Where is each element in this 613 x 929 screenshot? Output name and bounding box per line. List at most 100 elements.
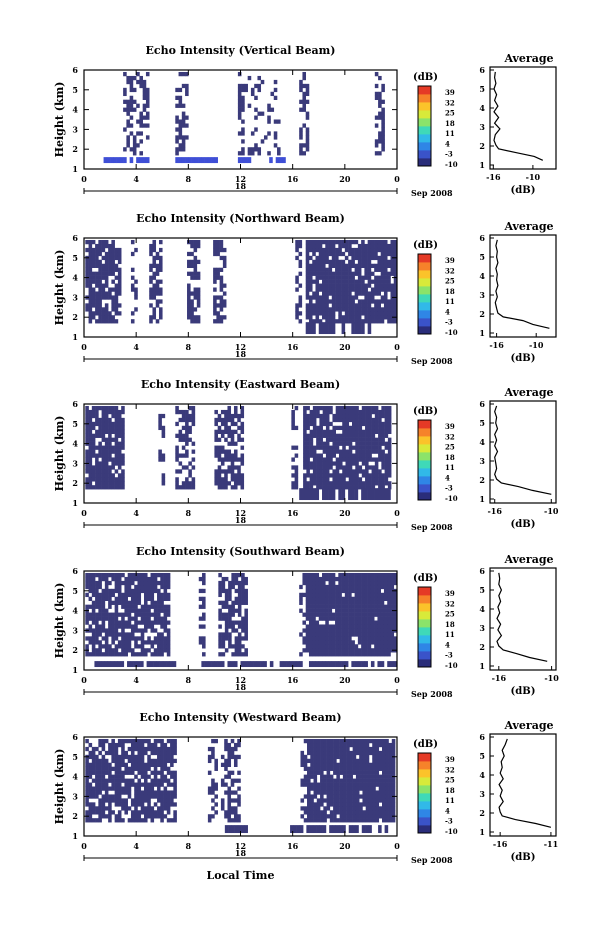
echo-cell xyxy=(108,319,112,324)
echo-cell xyxy=(315,604,320,609)
echo-cell xyxy=(380,283,385,288)
echo-cell xyxy=(130,652,135,657)
echo-cell xyxy=(364,604,368,609)
echo-cell xyxy=(303,409,307,415)
echo-cell xyxy=(166,754,171,760)
echo-cell xyxy=(108,259,112,265)
echo-cell xyxy=(91,251,96,257)
echo-cell xyxy=(357,303,362,308)
echo-cell xyxy=(375,798,380,803)
echo-cell xyxy=(384,417,389,423)
echo-cell xyxy=(108,417,112,423)
echo-cell xyxy=(121,742,125,748)
echo-cell xyxy=(218,632,222,637)
profile-y-tick-label: 1 xyxy=(479,827,485,837)
echo-cell xyxy=(387,608,391,613)
echo-cell xyxy=(233,481,238,486)
echo-cell xyxy=(291,409,295,415)
echo-cell xyxy=(108,810,112,815)
echo-cell xyxy=(307,810,311,815)
echo-cell xyxy=(237,644,242,649)
echo-cell xyxy=(111,750,115,756)
echo-cell xyxy=(166,584,171,590)
echo-cell xyxy=(152,307,157,312)
echo-cell xyxy=(354,291,359,296)
echo-cell xyxy=(352,477,356,482)
echo-cell xyxy=(328,604,333,609)
echo-cell xyxy=(91,259,96,265)
echo-cell xyxy=(346,770,350,775)
echo-cell xyxy=(377,576,381,582)
echo-cell xyxy=(313,738,318,744)
echo-cell xyxy=(312,417,317,423)
echo-cell xyxy=(191,417,196,423)
echo-cell xyxy=(322,640,326,645)
echo-cell xyxy=(140,794,145,799)
echo-cell xyxy=(361,640,365,645)
echo-cell xyxy=(95,596,99,601)
echo-cell xyxy=(214,738,218,744)
echo-cell xyxy=(91,766,96,771)
echo-cell xyxy=(377,299,381,304)
echo-cell-strong xyxy=(370,488,375,501)
echo-cell xyxy=(338,295,342,300)
echo-cell xyxy=(318,263,323,268)
echo-cell xyxy=(315,255,320,261)
echo-cell xyxy=(364,307,368,312)
colorbar-swatch xyxy=(418,286,431,295)
echo-cell xyxy=(150,640,155,645)
echo-cell xyxy=(319,433,323,438)
echo-cell xyxy=(114,762,119,767)
echo-cell xyxy=(380,319,385,324)
echo-cell-strong xyxy=(325,488,329,501)
echo-cell xyxy=(95,794,99,799)
echo-cell xyxy=(143,584,148,590)
echo-cell xyxy=(137,814,142,819)
echo-cell xyxy=(85,644,89,649)
echo-cell xyxy=(316,481,320,486)
echo-cell xyxy=(339,814,344,819)
echo-cell xyxy=(111,251,115,257)
echo-cell xyxy=(359,782,363,787)
echo-cell xyxy=(319,465,323,470)
echo-cell xyxy=(143,600,148,605)
echo-cell xyxy=(170,802,174,807)
echo-cell xyxy=(380,624,385,629)
echo-cell xyxy=(382,818,386,823)
echo-cell xyxy=(378,413,382,419)
echo-cell xyxy=(382,814,386,819)
echo-cell xyxy=(338,473,343,478)
echo-cell xyxy=(323,758,327,764)
echo-cell xyxy=(160,640,164,645)
echo-cell xyxy=(111,782,115,787)
echo-cell xyxy=(388,814,393,819)
echo-cell xyxy=(382,810,386,815)
profile-title: Average xyxy=(503,386,553,399)
echo-cell xyxy=(158,413,162,419)
echo-cell xyxy=(354,608,359,613)
echo-cell xyxy=(378,766,383,771)
echo-cell xyxy=(318,255,323,261)
echo-cell xyxy=(325,584,329,590)
echo-cell xyxy=(163,604,168,609)
echo-cell xyxy=(357,632,362,637)
x-tick-label: 16 xyxy=(287,841,299,851)
echo-cell xyxy=(163,794,168,799)
echo-cell xyxy=(241,83,245,89)
echo-cell xyxy=(233,457,238,462)
echo-cell xyxy=(88,255,93,261)
echo-cell xyxy=(305,267,310,272)
echo-cell xyxy=(134,612,138,617)
echo-cell xyxy=(355,794,360,799)
echo-cell xyxy=(143,608,148,613)
echo-cell xyxy=(384,469,389,474)
echo-cell xyxy=(153,612,158,617)
echo-cell xyxy=(98,640,102,645)
echo-cell xyxy=(328,624,333,629)
echo-cell xyxy=(117,596,122,601)
echo-cell xyxy=(331,648,336,653)
echo-cell xyxy=(143,746,148,752)
echo-cell xyxy=(375,806,380,811)
echo-cell xyxy=(365,766,370,771)
echo-cell xyxy=(121,616,125,621)
